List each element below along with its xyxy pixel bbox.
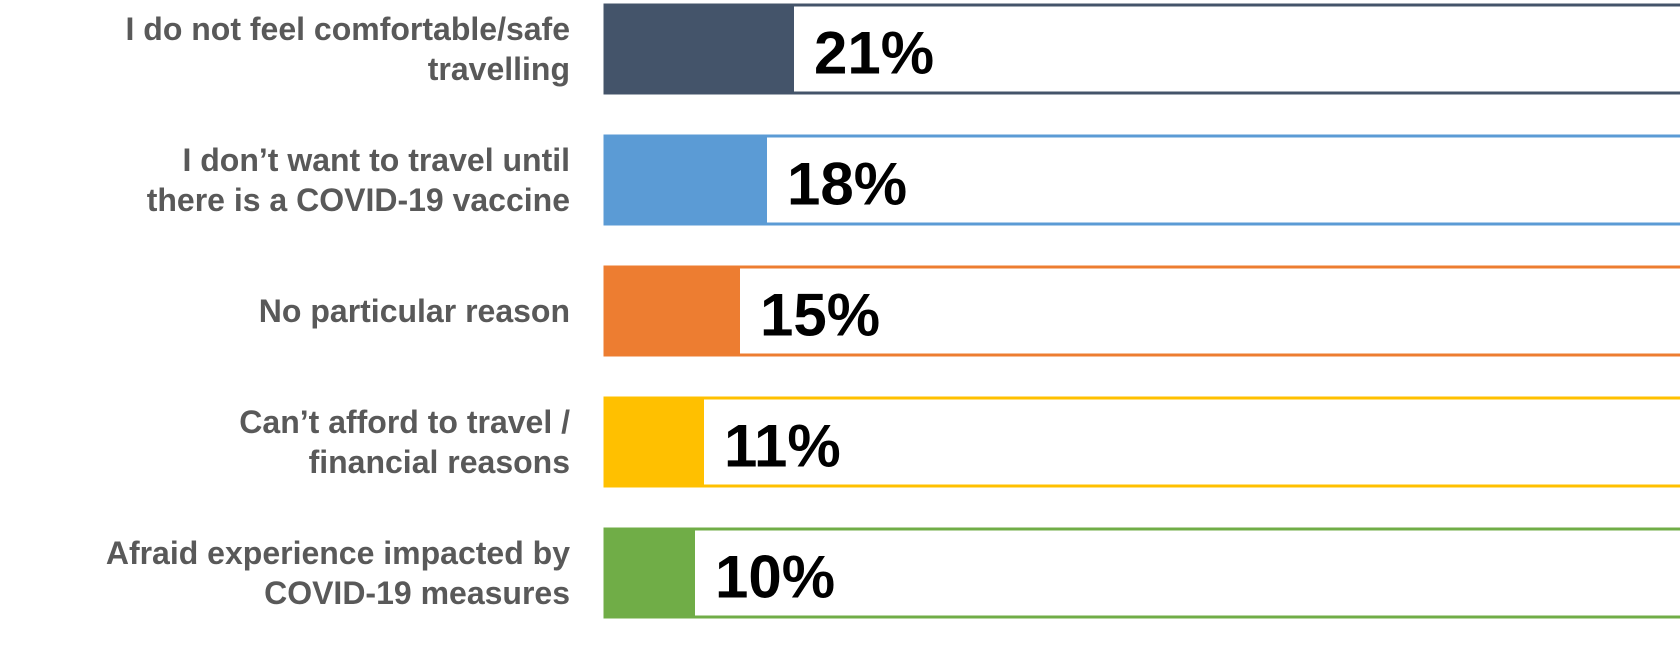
- value-label: 10%: [715, 544, 835, 611]
- value-label: 21%: [814, 20, 934, 87]
- bar: [605, 134, 767, 226]
- bar: [605, 396, 704, 488]
- category-label: I don’t want to travel until there is a …: [146, 142, 570, 218]
- bar: [605, 265, 740, 357]
- value-label: 18%: [787, 151, 907, 218]
- bar-track: [603, 396, 1680, 488]
- bar-track: [603, 134, 1680, 226]
- value-label: 11%: [724, 413, 841, 480]
- category-label: I do not feel comfortable/safe travellin…: [125, 11, 570, 87]
- category-label: Can’t afford to travel / financial reaso…: [239, 404, 570, 480]
- value-label: 15%: [760, 282, 880, 349]
- category-label: Afraid experience impacted by COVID-19 m…: [105, 535, 570, 611]
- bar-track: [603, 527, 1680, 619]
- bar: [605, 527, 695, 619]
- bar: [605, 3, 794, 95]
- category-label: No particular reason: [258, 293, 570, 329]
